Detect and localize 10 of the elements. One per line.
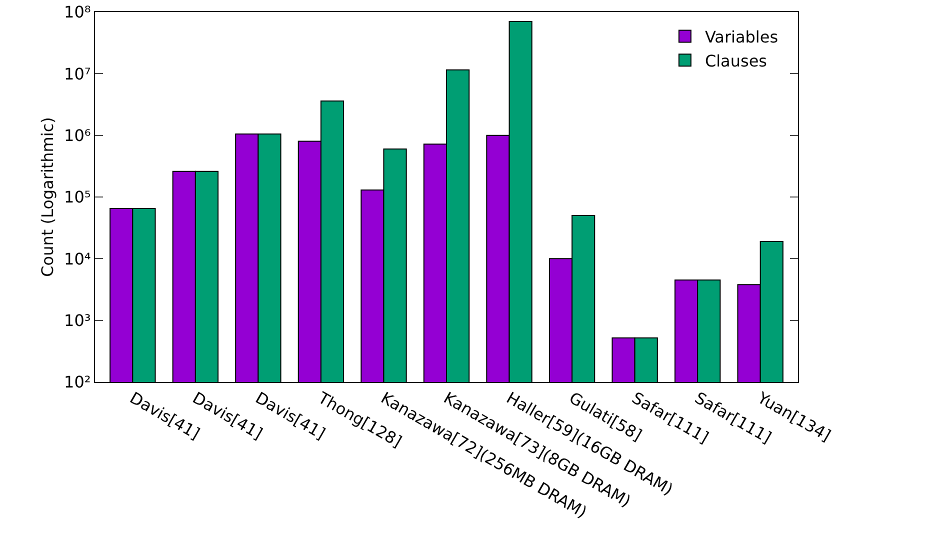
y-tick-label: 10⁸: [64, 2, 91, 22]
y-tick-label: 10²: [64, 372, 91, 392]
y-tick-label: 10⁵: [64, 188, 91, 207]
y-tick-label: 10⁷: [64, 64, 91, 84]
y-tick-label: 10⁶: [64, 126, 91, 145]
y-tick-label: 10⁴: [64, 249, 91, 268]
y-tick-label: 10³: [64, 310, 91, 330]
legend-label: Variables: [704, 28, 778, 47]
y-axis-title: Count (Logarithmic): [38, 117, 57, 277]
legend-label: Clauses: [704, 51, 768, 70]
